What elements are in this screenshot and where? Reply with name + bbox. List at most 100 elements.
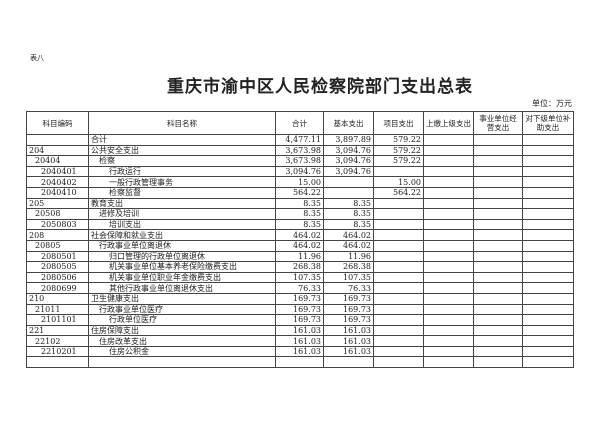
table-row: 2080505 机关事业单位基本养老保险缴费支出 268.38 268.38 [26, 261, 574, 273]
empty-cell [423, 155, 474, 167]
name-cell: 住房保障支出 [88, 324, 276, 337]
total-cell: 107.35 [275, 271, 324, 284]
table-row: 208 社会保障和就业支出 464.02 464.02 [26, 229, 574, 241]
empty-cell [423, 208, 474, 220]
project-cell [373, 197, 424, 210]
empty-cell [473, 186, 523, 199]
total-cell: 464.02 [275, 239, 324, 252]
blank-row [26, 356, 574, 369]
basic-cell: 8.35 [323, 197, 374, 210]
expenditure-table: 科目编码 科目名称 合计 基本支出 项目支出 上缴上级支出 事业单位经营支出 对… [26, 111, 574, 369]
project-cell: 579.22 [373, 155, 424, 167]
name-cell: 行政单位医疗 [88, 314, 276, 326]
total-cell: 76.33 [275, 282, 324, 294]
header-subsidy: 对下级单位补助支出 [522, 111, 574, 135]
empty-cell [522, 186, 574, 199]
project-cell [373, 282, 424, 294]
empty-cell [522, 261, 574, 273]
basic-cell: 161.03 [323, 324, 374, 337]
total-cell: 464.02 [275, 229, 324, 241]
project-cell [373, 229, 424, 241]
empty-cell [522, 134, 574, 146]
empty-cell [275, 356, 324, 369]
code-cell: 2080506 [26, 271, 89, 284]
name-cell: 一般行政管理事务 [88, 176, 276, 188]
empty-cell [423, 345, 474, 358]
basic-cell: 11.96 [323, 250, 374, 263]
total-cell: 8.35 [275, 208, 324, 220]
basic-cell: 169.73 [323, 303, 374, 316]
basic-cell: 169.73 [323, 314, 374, 326]
project-cell: 15.00 [373, 176, 424, 188]
table-row: 2210201 住房公积金 161.03 161.03 [26, 345, 574, 358]
name-cell: 行政事业单位医疗 [88, 303, 276, 316]
table-row: 2040401 行政运行 3,094.76 3,094.76 [26, 165, 574, 178]
basic-cell: 107.35 [323, 271, 374, 284]
empty-cell [423, 282, 474, 294]
empty-cell [473, 324, 523, 337]
project-cell [373, 261, 424, 273]
total-cell: 3,673.98 [275, 144, 324, 157]
name-cell: 行政运行 [88, 165, 276, 178]
empty-cell [423, 134, 474, 146]
code-cell: 21011 [26, 303, 89, 316]
name-cell: 住房改革支出 [88, 335, 276, 347]
code-cell: 2040401 [26, 165, 89, 178]
code-cell: 2101101 [26, 314, 89, 326]
empty-cell [522, 356, 574, 369]
code-cell: 20805 [26, 239, 89, 252]
empty-cell [473, 250, 523, 263]
empty-cell [522, 250, 574, 263]
basic-cell [323, 176, 374, 188]
empty-cell [423, 261, 474, 273]
empty-cell [473, 303, 523, 316]
header-business: 事业单位经营支出 [473, 111, 523, 135]
project-cell [373, 271, 424, 284]
empty-cell [473, 144, 523, 157]
code-cell: 208 [26, 229, 89, 241]
name-cell: 公共安全支出 [88, 144, 276, 157]
code-cell: 2080699 [26, 282, 89, 294]
empty-cell [423, 335, 474, 347]
empty-cell [423, 165, 474, 178]
project-cell [373, 165, 424, 178]
header-upper: 上缴上级支出 [423, 111, 474, 135]
name-cell: 合计 [88, 134, 276, 146]
empty-cell [423, 314, 474, 326]
table-number: 表八 [30, 54, 44, 62]
name-cell: 教育支出 [88, 197, 276, 210]
basic-cell: 3,094.76 [323, 165, 374, 178]
empty-cell [423, 239, 474, 252]
empty-cell [423, 176, 474, 188]
table-row: 204 公共安全支出 3,673.98 3,094.76 579.22 [26, 144, 574, 157]
empty-cell [522, 208, 574, 220]
basic-cell: 3,094.76 [323, 144, 374, 157]
empty-cell [522, 314, 574, 326]
empty-cell [473, 282, 523, 294]
basic-cell: 464.02 [323, 239, 374, 252]
header-name: 科目名称 [88, 111, 276, 135]
table-row: 21011 行政事业单位医疗 169.73 169.73 [26, 303, 574, 316]
table-row: 205 教育支出 8.35 8.35 [26, 197, 574, 210]
empty-cell [522, 229, 574, 241]
header-basic: 基本支出 [323, 111, 374, 135]
empty-cell [423, 324, 474, 337]
empty-cell [473, 239, 523, 252]
basic-cell: 464.02 [323, 229, 374, 241]
empty-cell [473, 345, 523, 358]
project-cell [373, 314, 424, 326]
header-row: 科目编码 科目名称 合计 基本支出 项目支出 上缴上级支出 事业单位经营支出 对… [26, 111, 574, 135]
project-cell [373, 335, 424, 347]
project-cell [373, 292, 424, 305]
project-cell [373, 218, 424, 231]
table-row: 2080699 其他行政事业单位离退休支出 76.33 76.33 [26, 282, 574, 294]
empty-cell [473, 218, 523, 231]
empty-cell [473, 314, 523, 326]
empty-cell [522, 155, 574, 167]
empty-cell [522, 303, 574, 316]
total-cell: 161.03 [275, 324, 324, 337]
name-cell: 卫生健康支出 [88, 292, 276, 305]
table-row: 2040410 检察监督 564.22 564.22 [26, 186, 574, 199]
code-cell: 204 [26, 144, 89, 157]
total-cell: 11.96 [275, 250, 324, 263]
